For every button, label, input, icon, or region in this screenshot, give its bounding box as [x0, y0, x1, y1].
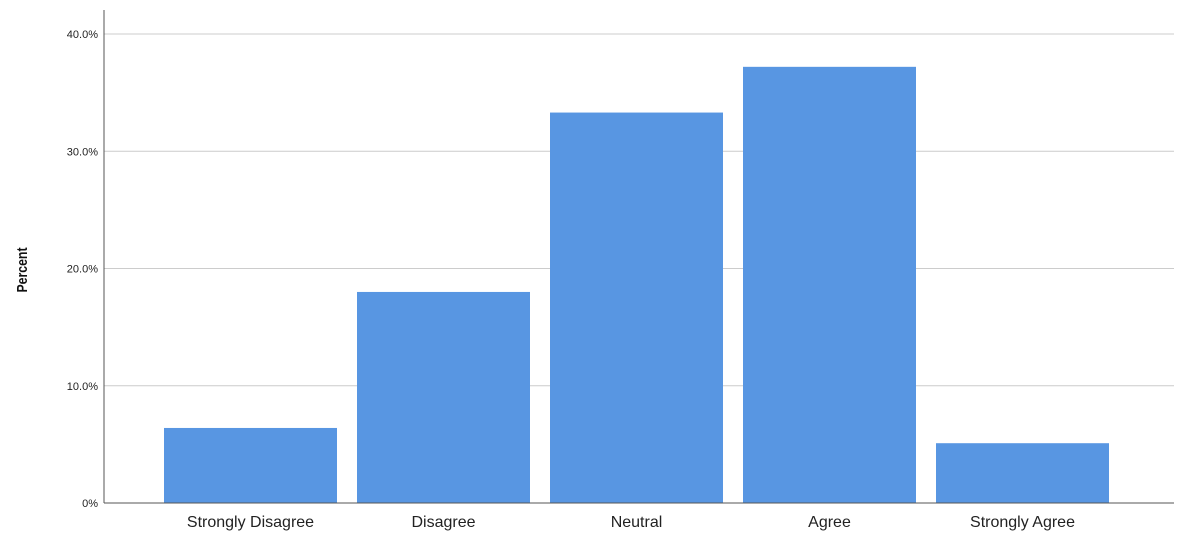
x-tick-labels: Strongly Disagree Disagree Neutral Agree Str… — [187, 514, 1075, 531]
y-tick-labels: 0% 10.0% 20.0% 30.0% 40.0% — [67, 29, 98, 510]
x-tick-label: Disagree — [411, 514, 475, 531]
y-axis-label: Percent — [14, 247, 30, 292]
bar-agree — [743, 66, 916, 503]
x-tick-label: Strongly Agree — [970, 514, 1075, 531]
y-tick-label: 30.0% — [67, 146, 98, 158]
y-tick-label: 0% — [82, 498, 98, 510]
x-tick-label: Neutral — [611, 514, 663, 531]
bar-strongly-agree — [936, 443, 1109, 503]
bars — [164, 66, 1109, 504]
bar-disagree — [357, 291, 530, 503]
x-tick-label: Agree — [808, 514, 851, 531]
y-tick-label: 10.0% — [67, 381, 98, 393]
bar-neutral — [550, 112, 723, 504]
y-tick-label: 40.0% — [67, 29, 98, 41]
axes — [103, 10, 1174, 504]
bar-strongly-disagree — [164, 427, 337, 503]
y-tick-label: 20.0% — [67, 264, 98, 276]
x-tick-label: Strongly Disagree — [187, 514, 314, 531]
